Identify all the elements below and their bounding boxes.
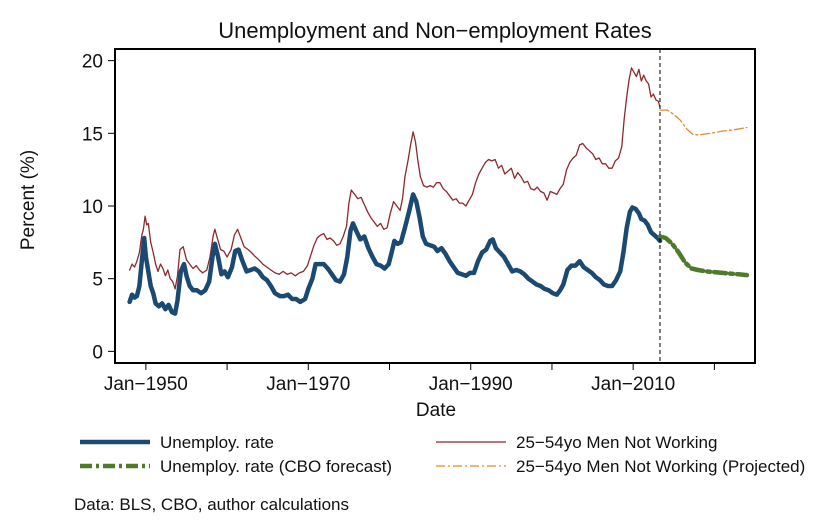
x-tick-label: Jan−1970 [266, 374, 350, 395]
series-layer [127, 67, 750, 316]
series-line-3 [659, 109, 748, 136]
series-line-2 [128, 67, 661, 290]
y-tick-label: 10 [82, 197, 103, 218]
y-axis: 0 5 10 15 20 [82, 52, 115, 363]
y-tick-label: 20 [82, 52, 103, 73]
series-line-1 [657, 234, 750, 278]
legend-item: 25−54yo Men Not Working (Projected) [436, 457, 805, 476]
legend-item: Unemploy. rate [80, 433, 274, 452]
x-tick-label: Jan−1990 [429, 374, 513, 395]
series-line-0 [127, 192, 663, 316]
legend-item: Unemploy. rate (CBO forecast) [80, 457, 392, 476]
legend-label: 25−54yo Men Not Working (Projected) [516, 457, 805, 476]
chart-title: Unemployment and Non−employment Rates [218, 18, 652, 43]
legend-label: Unemploy. rate (CBO forecast) [160, 457, 392, 476]
x-axis-label: Date [416, 400, 456, 421]
x-tick-label: Jan−2010 [591, 374, 675, 395]
legend-label: 25−54yo Men Not Working [516, 433, 717, 452]
legend: Unemploy. rate 25−54yo Men Not Working Une… [80, 433, 805, 476]
y-tick-label: 15 [82, 124, 103, 145]
y-axis-label: Percent (%) [18, 150, 39, 250]
plot-area [114, 48, 756, 364]
data-source-note: Data: BLS, CBO, author calculations [74, 495, 349, 514]
x-tick-label: Jan−1950 [104, 374, 188, 395]
legend-item: 25−54yo Men Not Working [436, 433, 717, 452]
y-tick-label: 5 [92, 270, 103, 291]
x-axis: Jan−1950 Jan−1970 Jan−1990 Jan−2010 [104, 363, 715, 395]
y-tick-label: 0 [92, 342, 103, 363]
legend-label: Unemploy. rate [160, 433, 274, 452]
